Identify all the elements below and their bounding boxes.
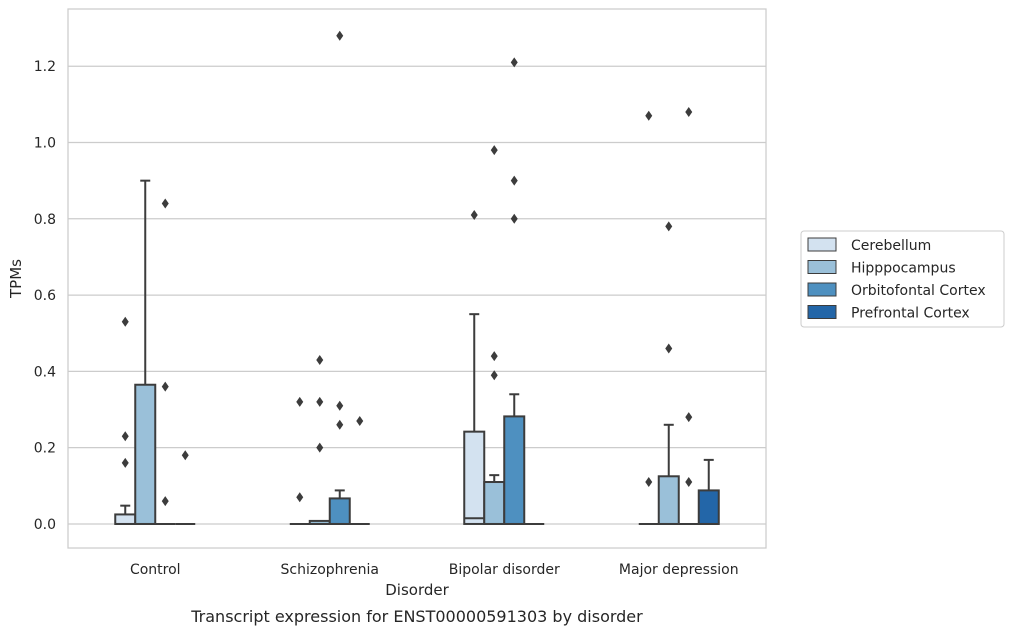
box-rect xyxy=(503,415,526,525)
legend-swatch xyxy=(807,305,837,319)
outlier-point xyxy=(336,30,344,41)
y-axis-ticks: 0.0 0.2 0.4 0.6 0.8 1.0 1.2 xyxy=(34,59,56,533)
legend-label: Prefrontal Cortex xyxy=(851,306,970,322)
box-orbitofontal-cortex xyxy=(328,30,351,525)
box-hipppocampus xyxy=(308,354,331,525)
box-cerebellum xyxy=(463,209,486,525)
x-tick-label: Major depression xyxy=(619,562,739,578)
y-axis-label: TPMs xyxy=(7,259,25,299)
x-tick-label: Schizophrenia xyxy=(281,562,379,578)
box-prefrontal-cortex xyxy=(349,415,370,525)
box-prefrontal-cortex xyxy=(175,450,196,525)
outlier-point xyxy=(296,396,304,407)
box-orbitofontal-cortex xyxy=(503,57,526,525)
y-tick-label: 0.2 xyxy=(34,441,56,457)
x-axis-ticks: Control Schizophrenia Bipolar disorder Majo… xyxy=(130,562,739,578)
outlier-point xyxy=(121,316,129,327)
outlier-point xyxy=(316,354,324,365)
outlier-point xyxy=(685,106,693,117)
outlier-point xyxy=(161,198,169,209)
box-rect xyxy=(134,383,157,525)
outlier-point xyxy=(685,477,693,488)
outlier-point xyxy=(121,457,129,468)
outlier-point xyxy=(336,419,344,430)
box-orbitofontal-cortex xyxy=(155,198,176,525)
box-hipppocampus xyxy=(134,179,157,525)
outlier-point xyxy=(645,110,653,121)
box-rect xyxy=(697,489,720,525)
outlier-point xyxy=(470,209,478,220)
y-tick-label: 0.0 xyxy=(34,517,56,533)
outlier-point xyxy=(490,351,498,362)
outlier-point xyxy=(356,415,364,426)
box-rect xyxy=(483,481,506,525)
x-tick-label: Bipolar disorder xyxy=(449,562,560,578)
legend-swatch xyxy=(807,237,837,252)
outlier-point xyxy=(490,370,498,381)
outlier-point xyxy=(645,477,653,488)
box-cerebellum xyxy=(638,110,659,525)
y-tick-label: 0.8 xyxy=(34,212,56,228)
legend-label: Orbitofontal Cortex xyxy=(851,283,986,299)
y-tick-label: 0.4 xyxy=(34,364,56,380)
outlier-point xyxy=(665,343,673,354)
box-hipppocampus xyxy=(657,221,680,525)
box-rect xyxy=(657,475,680,525)
outlier-point xyxy=(685,412,693,423)
outlier-point xyxy=(510,213,518,224)
legend-swatch xyxy=(807,260,837,274)
plot-area xyxy=(114,30,720,525)
outlier-point xyxy=(510,57,518,68)
gridlines xyxy=(68,65,766,525)
outlier-point xyxy=(316,442,324,453)
x-axis-label: Disorder xyxy=(385,581,449,599)
outlier-point xyxy=(665,221,673,232)
outlier-point xyxy=(161,381,169,392)
legend-swatch xyxy=(807,282,837,297)
legend-label: Cerebellum xyxy=(851,238,931,254)
outlier-point xyxy=(510,175,518,186)
plot-frame xyxy=(67,8,767,549)
box-rect xyxy=(114,513,137,525)
box-hipppocampus xyxy=(483,145,506,525)
box-orbitofontal-cortex xyxy=(678,106,699,525)
outlier-point xyxy=(336,400,344,411)
outlier-point xyxy=(490,145,498,156)
box-cerebellum xyxy=(289,396,310,525)
box-rect xyxy=(328,497,351,525)
outlier-point xyxy=(296,492,304,503)
outlier-point xyxy=(316,396,324,407)
y-tick-label: 1.0 xyxy=(34,136,56,152)
box-prefrontal-cortex xyxy=(697,458,720,525)
legend-box xyxy=(800,230,1005,328)
outlier-point xyxy=(121,431,129,442)
x-tick-label: Control xyxy=(130,562,181,578)
box-cerebellum xyxy=(114,316,137,525)
outlier-point xyxy=(181,450,189,461)
outlier-point xyxy=(161,496,169,507)
legend: Cerebellum Hipppocampus Orbitofontal Corte… xyxy=(800,230,1005,328)
y-tick-label: 0.6 xyxy=(34,288,56,304)
legend-label: Hipppocampus xyxy=(851,261,956,277)
figure-caption: Transcript expression for ENST0000059130… xyxy=(190,607,643,626)
box-rect xyxy=(463,430,486,525)
y-tick-label: 1.2 xyxy=(34,59,56,75)
